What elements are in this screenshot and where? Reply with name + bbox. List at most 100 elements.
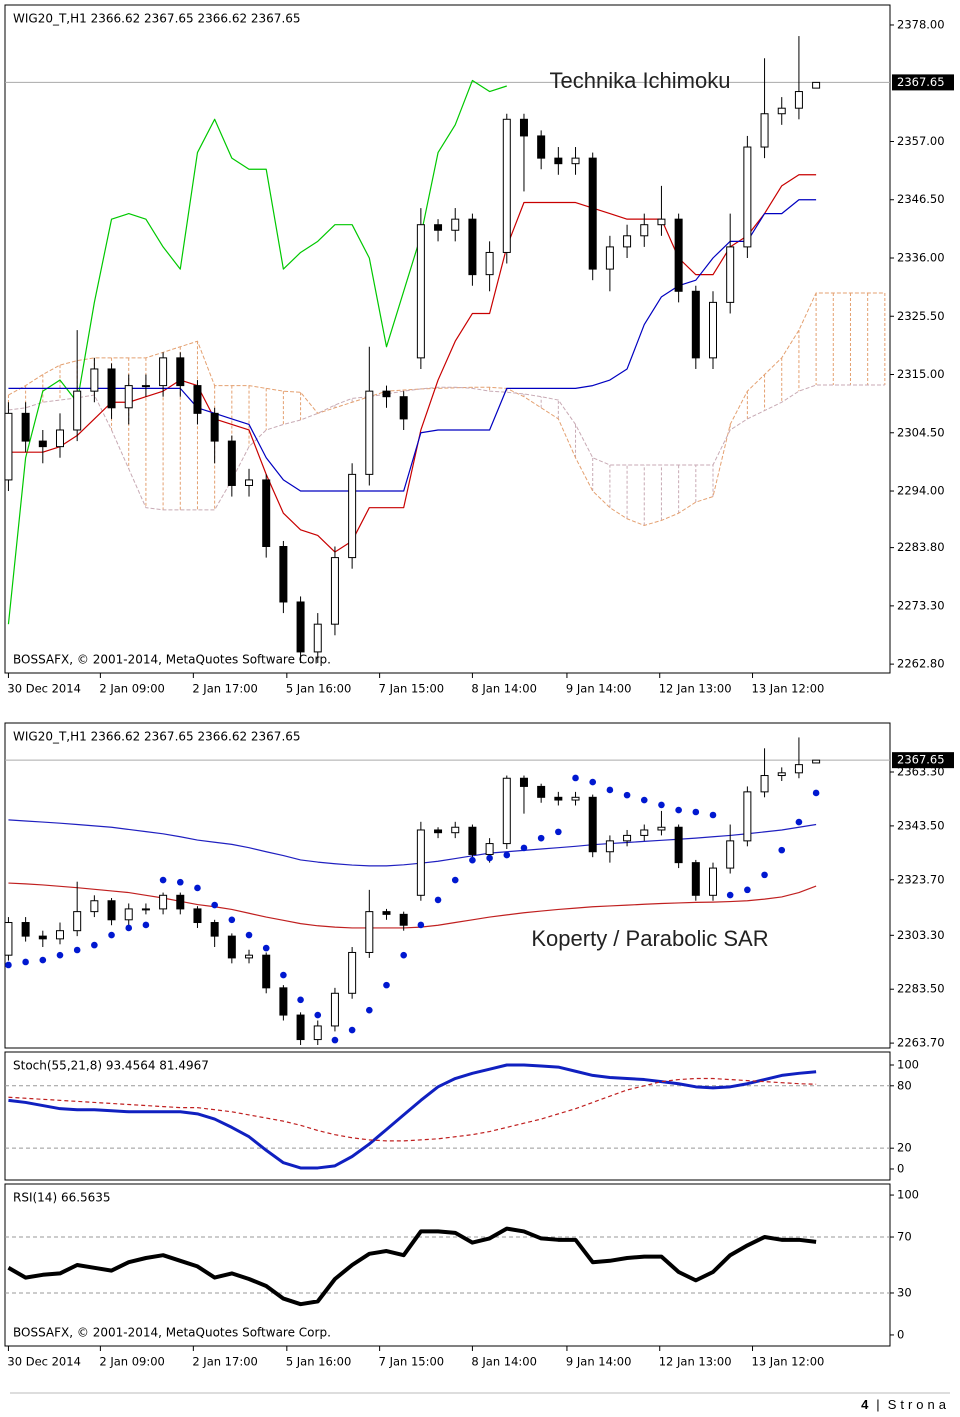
candle-body <box>623 235 632 248</box>
candle-body <box>691 862 700 896</box>
sar-dot <box>744 886 751 894</box>
x-tick-label: 8 Jan 14:00 <box>471 682 537 696</box>
sar-dot <box>348 1026 356 1034</box>
sar-dot <box>623 791 631 799</box>
candle-body <box>537 785 546 798</box>
candle-body <box>605 840 614 853</box>
candle-body <box>55 429 64 448</box>
sar-dot <box>709 811 717 819</box>
sar-dot <box>606 786 614 794</box>
candle-body <box>537 135 546 159</box>
candle-body <box>262 479 271 548</box>
candle-body <box>640 224 649 237</box>
page-number: 4 <box>861 1397 872 1412</box>
y-tick-label: 70 <box>897 1230 912 1244</box>
candle-body <box>743 146 752 248</box>
candle-body <box>760 775 769 793</box>
sar-dot <box>228 916 236 924</box>
y-tick-label: 2273.30 <box>897 598 945 612</box>
y-tick-label: 2378.00 <box>897 17 945 31</box>
candle-body <box>227 935 236 959</box>
sar-dot <box>469 856 476 864</box>
candle-body <box>107 368 116 409</box>
indicator-line <box>8 882 817 929</box>
candle-body <box>554 157 563 165</box>
candle-body <box>605 246 614 270</box>
panel <box>4 1051 891 1181</box>
candle-body <box>434 829 443 834</box>
candle-body <box>623 834 632 842</box>
candle-body <box>468 218 477 276</box>
sar-dot <box>520 844 528 852</box>
candle-body <box>159 894 168 910</box>
candle-body <box>691 290 700 359</box>
last-price-box <box>892 74 954 91</box>
candle-body <box>726 246 735 303</box>
sar-dot <box>640 796 648 804</box>
y-tick-label: 0 <box>897 1161 904 1175</box>
candle-body <box>262 954 271 989</box>
candle-body <box>21 922 30 937</box>
y-tick-label: 100 <box>897 1057 919 1071</box>
sar-dot <box>331 1036 339 1044</box>
candle-body <box>141 908 150 911</box>
y-tick-label: 100 <box>897 1188 919 1202</box>
sar-dot <box>503 851 511 859</box>
sar-dot <box>245 931 253 939</box>
candle-body <box>176 894 185 910</box>
candle-body <box>519 118 528 137</box>
candle-body <box>210 412 219 442</box>
candle-body <box>726 840 735 869</box>
candle-body <box>434 224 443 231</box>
candle-body <box>657 826 666 831</box>
indicator-line <box>7 1226 817 1307</box>
sar-dot <box>589 778 597 786</box>
sar-dot <box>572 774 579 782</box>
sar-dot <box>761 871 768 879</box>
candle-body <box>709 867 717 896</box>
candle-body <box>657 218 666 226</box>
y-tick-label: 2283.50 <box>897 982 945 996</box>
sar-dot <box>778 846 786 854</box>
x-tick-label: 7 Jan 15:00 <box>379 682 445 696</box>
candle-body <box>777 772 786 777</box>
y-tick-label: 20 <box>897 1141 912 1155</box>
candle-body <box>399 396 408 420</box>
candle-body <box>124 385 133 409</box>
candle-body <box>399 913 408 926</box>
y-tick-label: 2336.00 <box>897 250 945 264</box>
y-tick-label: 2323.70 <box>897 872 945 886</box>
sar-dot <box>91 941 98 949</box>
candle-body <box>674 826 683 864</box>
sar-dot <box>400 951 407 959</box>
sar-dot <box>555 828 562 836</box>
annotation: Koperty / Parabolic SAR <box>531 926 768 951</box>
panel <box>4 1183 891 1347</box>
sar-dot <box>159 876 167 884</box>
x-tick-label: 2 Jan 17:00 <box>192 682 257 696</box>
candle-body <box>416 829 425 896</box>
candle-body <box>245 479 254 486</box>
y-tick-label: 2315.00 <box>897 367 945 381</box>
x-tick-label: 30 Dec 2014 <box>7 1355 80 1369</box>
candle-body <box>4 922 13 956</box>
x-tick-label: 9 Jan 14:00 <box>566 682 632 696</box>
x-tick-label: 2 Jan 09:00 <box>99 682 164 696</box>
x-tick-label: 30 Dec 2014 <box>7 682 80 696</box>
candle-body <box>640 829 649 836</box>
candle-body <box>107 900 116 921</box>
sar-dot <box>383 981 390 989</box>
sar-dot <box>812 789 820 797</box>
candle-body <box>159 357 168 387</box>
candle-body <box>812 81 821 89</box>
sar-dot <box>73 946 81 954</box>
candle-body <box>365 911 374 953</box>
candle-body <box>760 113 769 148</box>
candle-body <box>73 390 82 431</box>
copyright: BOSSAFX, © 2001-2014, MetaQuotes Softwar… <box>13 653 331 667</box>
candle-body <box>73 911 82 932</box>
y-tick-label: 30 <box>897 1285 912 1299</box>
sar-dot <box>537 834 545 842</box>
x-tick-label: 12 Jan 13:00 <box>659 1355 732 1369</box>
